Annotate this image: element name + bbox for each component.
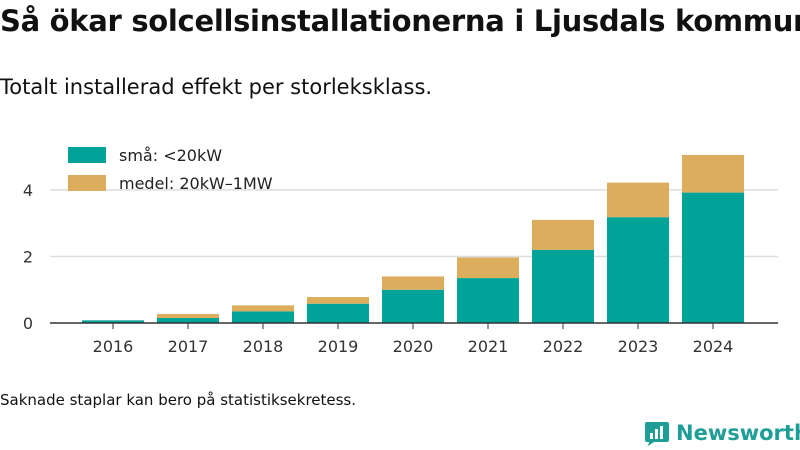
y-tick-label: 4 [23, 181, 33, 200]
x-tick-label-2021: 2021 [468, 337, 509, 356]
bar-2018-series-1 [232, 305, 294, 312]
legend-swatch-1 [68, 175, 106, 191]
bar-2020-series-0 [382, 289, 444, 323]
x-tick-label-2023: 2023 [618, 337, 659, 356]
bar-2024-series-1 [682, 154, 744, 193]
x-tick-label-2024: 2024 [693, 337, 734, 356]
x-tick-label-2018: 2018 [243, 337, 284, 356]
legend-label-1: medel: 20kW–1MW [119, 174, 273, 193]
bar-2022-series-0 [532, 249, 594, 323]
legend-label-0: små: <20kW [119, 146, 222, 165]
bar-2024-series-0 [682, 192, 744, 323]
bar-2019-series-1 [307, 297, 369, 304]
chart-subtitle: Totalt installerad effekt per storlekskl… [0, 75, 433, 99]
bars [82, 154, 744, 323]
footnote: Saknade staplar kan bero på statistiksek… [0, 391, 357, 409]
bar-2018-series-0 [232, 311, 294, 323]
y-tick-label: 2 [23, 247, 33, 266]
legend: små: <20kW medel: 20kW–1MW [68, 146, 273, 193]
bar-2017-series-0 [157, 318, 219, 323]
bar-2023-series-1 [607, 182, 669, 218]
x-tick-label-2016: 2016 [93, 337, 134, 356]
x-tick-label-2019: 2019 [318, 337, 359, 356]
brand-name: Newsworthy [676, 421, 800, 445]
axes: 0 2 4 2016 2017 2018 2019 2020 2021 2022 2023 2024 [23, 181, 778, 356]
bar-2021-series-1 [457, 257, 519, 279]
bar-2021-series-0 [457, 278, 519, 323]
brand-logo: Newsworthy [644, 420, 800, 446]
legend-swatch-0 [68, 147, 106, 163]
chart-title: Så ökar solcellsinstallationerna i Ljusd… [0, 4, 800, 38]
newsworthy-logo-icon [645, 422, 669, 446]
bar-2019-series-0 [307, 303, 369, 323]
bar-2017-series-1 [157, 314, 219, 319]
bar-2023-series-0 [607, 217, 669, 323]
bar-2020-series-1 [382, 276, 444, 290]
bar-2022-series-1 [532, 219, 594, 250]
y-tick-label: 0 [23, 314, 33, 333]
x-tick-label-2017: 2017 [168, 337, 209, 356]
x-tick-label-2022: 2022 [543, 337, 584, 356]
bar-2016-series-0 [82, 320, 144, 323]
x-tick-label-2020: 2020 [393, 337, 434, 356]
